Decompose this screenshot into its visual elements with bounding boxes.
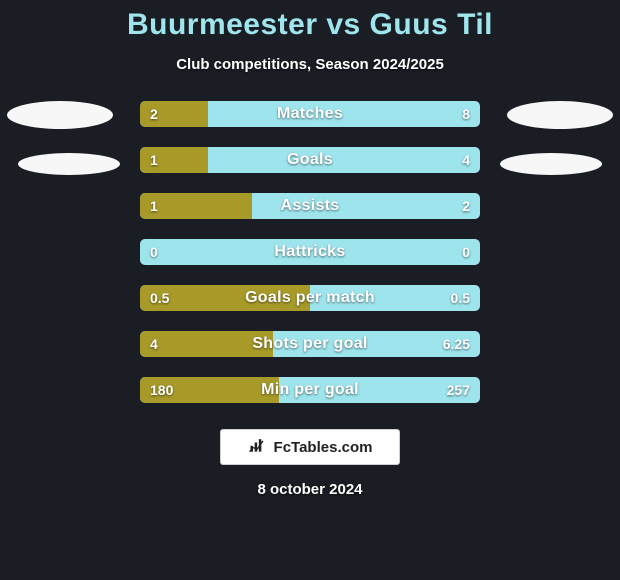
bar-row: 46.25Shots per goal — [140, 331, 480, 357]
bar-row: 180257Min per goal — [140, 377, 480, 403]
bar-value-right: 4 — [462, 147, 470, 173]
bar-row: 12Assists — [140, 193, 480, 219]
comparison-infographic: Buurmeester vs Guus Til Club competition… — [0, 0, 620, 580]
date-text: 8 october 2024 — [257, 481, 362, 498]
page-subtitle: Club competitions, Season 2024/2025 — [176, 56, 444, 73]
bar-value-left: 4 — [150, 331, 158, 357]
bar-value-right: 2 — [462, 193, 470, 219]
bar-value-right: 257 — [447, 377, 470, 403]
bar-value-right: 8 — [462, 101, 470, 127]
bar-value-right: 6.25 — [443, 331, 470, 357]
bar-row: 0 0Hattricks — [140, 239, 480, 265]
bar-value-right: 0 — [462, 239, 470, 265]
bar-row: 28Matches — [140, 101, 480, 127]
bar-value-left: 1 — [150, 193, 158, 219]
bar-value-left: 1 — [150, 147, 158, 173]
page-title: Buurmeester vs Guus Til — [127, 8, 493, 42]
chart-area: 28Matches14Goals12Assists00Hattricks0.50… — [0, 101, 620, 403]
bar-chart-icon — [248, 435, 268, 460]
bar-row: 0.50.5Goals per match — [140, 285, 480, 311]
player-shape-left-2 — [18, 153, 120, 175]
player-shape-right-2 — [500, 153, 602, 175]
bar-value-right: 0.5 — [451, 285, 470, 311]
player-shape-right-1 — [507, 101, 613, 129]
player-shape-left-1 — [7, 101, 113, 129]
bar-left-fill — [140, 331, 273, 357]
bar-label: Hattricks — [140, 239, 480, 265]
bars-list: 28Matches14Goals12Assists00Hattricks0.50… — [140, 101, 480, 403]
bar-value-left: 2 — [150, 101, 158, 127]
brand-text: FcTables.com — [274, 439, 373, 456]
bar-value-left: 0.5 — [150, 285, 169, 311]
brand-badge: FcTables.com — [220, 429, 400, 465]
bar-value-left: 0 — [150, 239, 158, 265]
bar-row: 14Goals — [140, 147, 480, 173]
bar-value-left: 180 — [150, 377, 173, 403]
